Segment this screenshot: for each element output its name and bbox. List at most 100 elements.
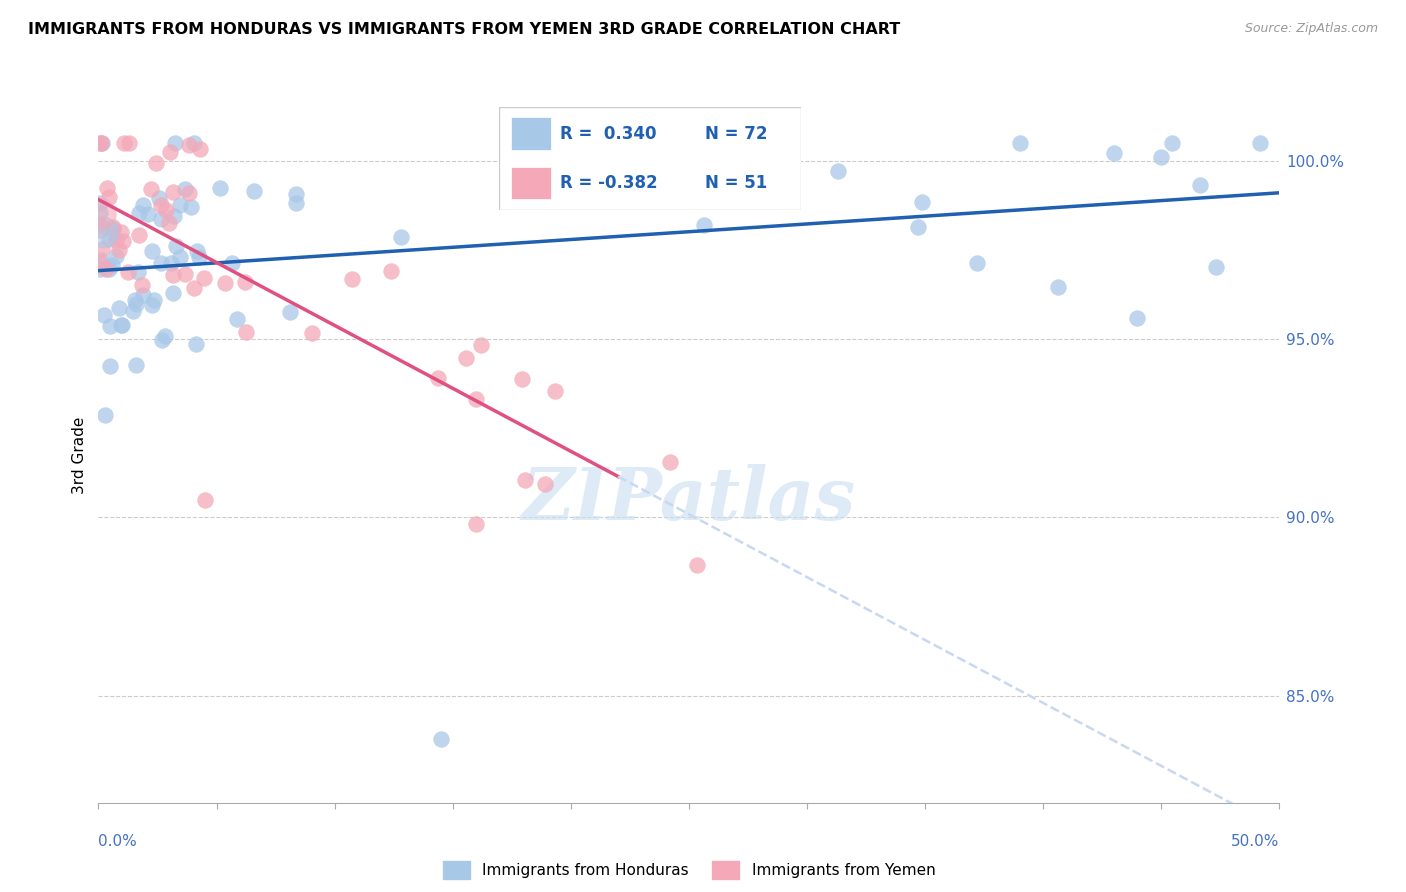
Point	[89, 218, 111, 232]
Point	[169, 250, 191, 264]
Point	[179, 138, 201, 153]
Text: ZIPatlas: ZIPatlas	[522, 464, 856, 535]
Point	[465, 517, 488, 532]
Point	[233, 276, 256, 290]
Point	[89, 256, 111, 270]
Point	[98, 319, 121, 334]
Point	[128, 206, 150, 220]
Point	[177, 186, 200, 200]
Text: R =  0.340: R = 0.340	[560, 125, 657, 143]
Point	[89, 195, 111, 210]
Point	[214, 277, 236, 291]
Point	[194, 492, 217, 507]
Point	[380, 264, 402, 278]
Legend: Immigrants from Honduras, Immigrants from Yemen: Immigrants from Honduras, Immigrants fro…	[436, 855, 942, 886]
Point	[110, 318, 132, 332]
Point	[108, 243, 131, 257]
Point	[1205, 260, 1227, 274]
Point	[153, 329, 176, 343]
Point	[91, 225, 114, 239]
Point	[174, 182, 197, 196]
Point	[301, 326, 323, 341]
Point	[543, 384, 565, 398]
Point	[94, 408, 117, 422]
Point	[89, 136, 111, 150]
Point	[112, 136, 135, 150]
Point	[183, 136, 205, 150]
Point	[90, 136, 112, 150]
Point	[118, 136, 141, 150]
Point	[136, 207, 159, 221]
Point	[693, 218, 716, 232]
Point	[142, 293, 165, 308]
Point	[907, 220, 929, 235]
FancyBboxPatch shape	[499, 107, 801, 210]
Text: 50.0%: 50.0%	[1232, 834, 1279, 849]
Text: Source: ZipAtlas.com: Source: ZipAtlas.com	[1244, 22, 1378, 36]
Point	[148, 191, 170, 205]
Point	[98, 262, 121, 277]
Point	[1250, 136, 1272, 150]
Point	[121, 304, 143, 318]
Point	[1047, 279, 1070, 293]
Point	[111, 234, 134, 248]
Point	[162, 185, 184, 199]
Point	[150, 211, 173, 226]
Point	[173, 268, 195, 282]
Point	[186, 337, 208, 351]
Point	[90, 242, 112, 256]
Point	[165, 136, 187, 150]
Point	[427, 370, 450, 384]
Point	[666, 136, 689, 150]
Point	[648, 167, 671, 181]
Point	[90, 253, 112, 268]
Point	[160, 256, 183, 270]
Point	[124, 293, 146, 308]
Point	[430, 731, 453, 746]
Point	[1161, 136, 1184, 150]
Y-axis label: 3rd Grade: 3rd Grade	[72, 417, 87, 493]
Point	[89, 206, 111, 220]
Point	[94, 262, 117, 277]
Point	[188, 142, 211, 156]
Point	[534, 477, 557, 491]
Point	[101, 221, 124, 235]
Point	[165, 239, 187, 253]
Text: R = -0.382: R = -0.382	[560, 174, 657, 192]
Point	[125, 358, 148, 372]
Point	[111, 318, 134, 332]
Point	[284, 196, 307, 211]
Point	[966, 256, 988, 270]
Point	[117, 265, 139, 279]
Point	[163, 210, 186, 224]
Point	[188, 250, 211, 264]
Point	[1150, 150, 1173, 164]
Point	[97, 190, 120, 204]
Point	[1010, 136, 1032, 150]
Point	[93, 308, 115, 322]
Point	[186, 244, 208, 259]
Point	[510, 372, 533, 386]
Point	[98, 232, 121, 246]
Point	[911, 194, 934, 209]
Point	[124, 297, 146, 311]
Point	[159, 145, 181, 159]
Point	[225, 312, 247, 326]
Point	[108, 301, 131, 315]
Point	[155, 202, 177, 217]
Point	[89, 262, 111, 277]
Point	[105, 249, 128, 263]
Point	[101, 220, 124, 235]
Point	[658, 455, 681, 469]
Point	[280, 304, 302, 318]
Point	[131, 198, 153, 212]
Point	[1189, 178, 1212, 193]
Point	[90, 136, 112, 150]
Point	[456, 351, 478, 365]
Point	[513, 473, 536, 487]
Point	[141, 244, 163, 258]
Point	[180, 200, 202, 214]
Point	[157, 216, 180, 230]
Point	[110, 225, 132, 239]
Point	[221, 256, 243, 270]
